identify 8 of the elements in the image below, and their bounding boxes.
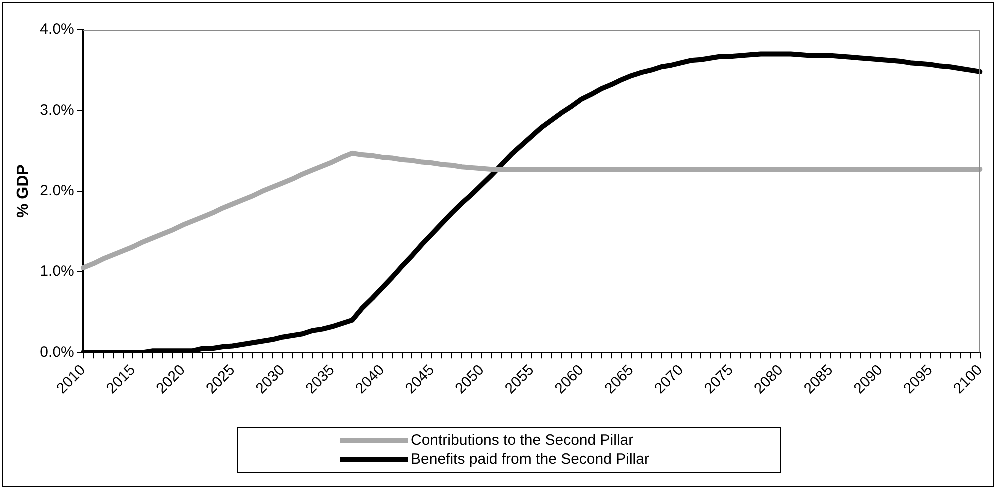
legend-label: Contributions to the Second Pillar xyxy=(411,432,634,449)
y-tick-label: 3.0% xyxy=(40,102,74,119)
legend-label: Benefits paid from the Second Pillar xyxy=(411,451,650,468)
y-tick-label: 1.0% xyxy=(40,263,74,280)
y-tick-label: 4.0% xyxy=(40,21,74,38)
y-tick-label: 0.0% xyxy=(40,344,74,361)
y-tick-label: 2.0% xyxy=(40,182,74,200)
y-axis-title: % GDP xyxy=(15,164,32,218)
